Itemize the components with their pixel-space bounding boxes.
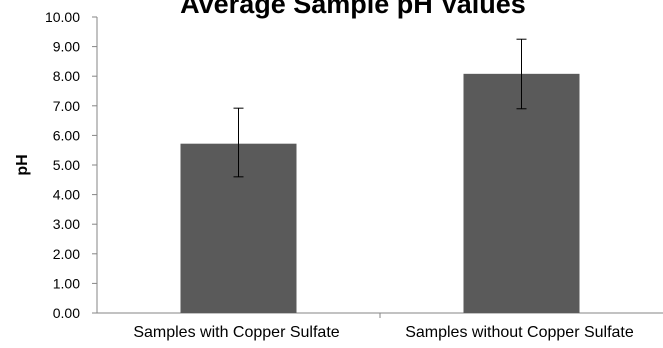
chart-title: Average Sample pH Values: [180, 0, 526, 19]
x-tick-labels: Samples with Copper Sulfate Samples witho…: [133, 324, 634, 341]
x-tick-label: Samples with Copper Sulfate: [133, 324, 339, 341]
x-tick-label: Samples without Copper Sulfate: [405, 324, 634, 341]
y-tick-label: 3.00: [53, 216, 80, 232]
bar-2: [463, 73, 580, 313]
y-tick-labels: 0.00 1.00 2.00 3.00 4.00 5.00 6.00 7.00 8.00 9.00…: [45, 9, 80, 321]
y-tick-label: 7.00: [53, 98, 80, 114]
y-tick-label: 4.00: [53, 187, 80, 203]
bars: [180, 73, 580, 313]
y-tick-label: 2.00: [53, 246, 80, 262]
y-tick-label: 8.00: [53, 68, 80, 84]
y-tick-label: 9.00: [53, 39, 80, 55]
error-bars: [233, 38, 527, 178]
y-axis-label: pH: [14, 154, 31, 175]
y-tick-label: 1.00: [53, 275, 80, 291]
y-tick-label: 0.00: [53, 305, 80, 321]
y-tick-label: 10.00: [45, 9, 80, 25]
y-tick-label: 5.00: [53, 157, 80, 173]
y-tick-label: 6.00: [53, 127, 80, 143]
